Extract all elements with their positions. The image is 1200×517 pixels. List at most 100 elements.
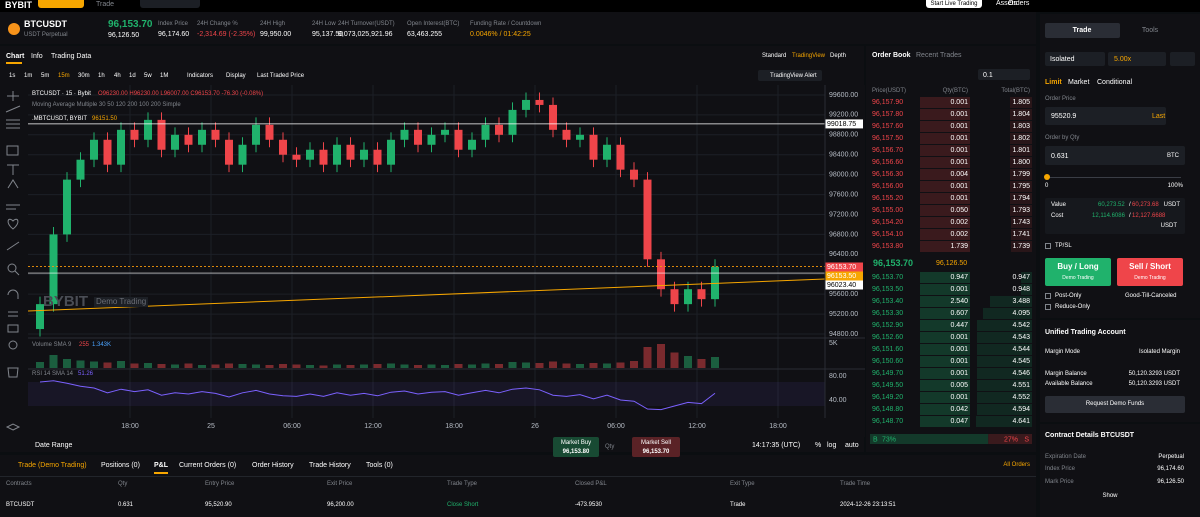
bid-price[interactable]: 96,150.60 — [872, 358, 904, 365]
search-box[interactable] — [140, 0, 200, 8]
bid-price[interactable]: 96,149.50 — [872, 382, 904, 389]
request-funds-label[interactable]: Request Demo Funds — [1085, 401, 1145, 407]
price-value[interactable]: 95520.9 — [1051, 113, 1077, 120]
margin-type[interactable]: Isolated — [1050, 56, 1075, 63]
chart-tab[interactable]: Info — [31, 53, 43, 60]
order-type[interactable]: Market — [1068, 79, 1090, 86]
ask-price[interactable]: 96,157.60 — [872, 123, 904, 130]
ask-price[interactable]: 96,156.30 — [872, 171, 904, 178]
logo[interactable]: BYBIT — [5, 0, 32, 10]
market-buy-label[interactable]: Market Buy — [560, 440, 592, 446]
positions-tab[interactable]: Tools (0) — [366, 462, 393, 469]
sell-button[interactable] — [1117, 258, 1183, 286]
leverage-select[interactable] — [1108, 52, 1166, 66]
step-select[interactable] — [978, 69, 1030, 80]
scale-option[interactable]: auto — [845, 442, 859, 449]
bid-price[interactable]: 96,149.20 — [872, 394, 904, 401]
market-buy-price[interactable]: 96,153.80 — [562, 449, 590, 455]
live-button[interactable] — [926, 0, 982, 8]
reduce-only[interactable]: Reduce-Only — [1055, 304, 1091, 310]
panel-tab[interactable]: Trade — [1072, 27, 1092, 34]
bid-price[interactable]: 96,153.40 — [872, 298, 904, 305]
bid-price[interactable]: 96,153.30 — [872, 310, 904, 317]
positions-tab[interactable]: Positions (0) — [101, 462, 140, 469]
sell-button-sub[interactable]: Demo Trading — [1134, 275, 1166, 281]
ask-price[interactable]: 96,156.00 — [872, 183, 904, 190]
sell-button-label[interactable]: Sell / Short — [1129, 262, 1171, 271]
live-button-label[interactable]: Start Live Trading — [930, 1, 978, 7]
order-type[interactable]: Conditional — [1097, 79, 1133, 86]
tpsl-label[interactable]: TP/SL — [1055, 243, 1072, 249]
interval[interactable]: 1d — [129, 73, 136, 79]
checkbox[interactable] — [1045, 304, 1051, 310]
bid-price[interactable]: 96,148.80 — [872, 406, 904, 413]
ask-price[interactable]: 96,157.80 — [872, 111, 904, 118]
bid-price[interactable]: 96,152.90 — [872, 322, 904, 329]
alert-button[interactable] — [758, 70, 822, 81]
interval[interactable]: 1m — [24, 73, 33, 79]
post-only[interactable]: Post-Only — [1055, 293, 1082, 299]
market-sell-price[interactable]: 96,153.70 — [642, 449, 670, 455]
market-sell-label[interactable]: Market Sell — [640, 440, 672, 446]
bid-price[interactable]: 96,153.50 — [872, 286, 904, 293]
positions-tab[interactable]: Trade (Demo Trading) — [18, 462, 87, 469]
slider-track[interactable] — [1047, 177, 1181, 178]
positions-tab[interactable]: Order History — [252, 462, 294, 469]
interval[interactable]: 4h — [114, 73, 121, 79]
buy-button-sub[interactable]: Demo Trading — [1062, 275, 1094, 281]
bid-price[interactable]: 96,148.70 — [872, 418, 904, 425]
buy-button-label[interactable]: Buy / Long — [1057, 262, 1099, 271]
interval[interactable]: 1s — [9, 73, 16, 79]
checkbox[interactable] — [1045, 243, 1051, 249]
order-book-tab[interactable]: Recent Trades — [916, 52, 962, 59]
margin-mode[interactable]: Isolated Margin — [1138, 349, 1180, 355]
order-book-tab[interactable]: Order Book — [872, 52, 911, 59]
show-more[interactable]: Show — [1102, 493, 1118, 499]
ask-price[interactable]: 96,157.50 — [872, 135, 904, 142]
bid-price[interactable]: 96,153.70 — [872, 274, 904, 281]
interval[interactable]: 5w — [144, 73, 152, 79]
order-type[interactable]: Limit — [1045, 79, 1062, 86]
view-tab[interactable]: Standard — [762, 53, 787, 59]
ask-price[interactable]: 96,156.60 — [872, 159, 904, 166]
alert-button-label[interactable]: TradingView Alert — [770, 73, 817, 79]
qty-input[interactable] — [1045, 146, 1185, 165]
positions-tab[interactable]: Current Orders (0) — [179, 462, 237, 469]
drawing-toolbar[interactable] — [3, 90, 23, 440]
market-buy-button[interactable] — [553, 437, 599, 457]
scale-option[interactable]: log — [827, 442, 837, 449]
market-sell-button[interactable] — [632, 437, 680, 457]
margin-select[interactable] — [1045, 52, 1105, 66]
toolbar-button[interactable]: Last Traded Price — [257, 73, 305, 79]
positions-tab[interactable]: Trade History — [309, 462, 351, 469]
leverage[interactable]: 5.00x — [1114, 56, 1132, 63]
last-button[interactable]: Last — [1152, 113, 1166, 120]
ask-price[interactable]: 96,154.20 — [872, 219, 904, 226]
positions-tab[interactable]: P&L — [154, 462, 168, 469]
date-range[interactable]: Date Range — [35, 442, 73, 449]
price-input[interactable] — [1045, 107, 1166, 125]
symbol[interactable]: BTCUSDT — [24, 19, 67, 29]
calculator-button[interactable] — [1170, 52, 1195, 66]
tab-active[interactable] — [1045, 23, 1120, 38]
step-value[interactable]: 0.1 — [983, 72, 993, 79]
slider-knob[interactable] — [1044, 174, 1050, 180]
interval[interactable]: 30m — [78, 73, 90, 79]
chart-tab[interactable]: Chart — [6, 53, 25, 60]
nav-link[interactable]: Assets — [996, 0, 1018, 7]
ask-price[interactable]: 96,155.20 — [872, 195, 904, 202]
ask-price[interactable]: 96,155.00 — [872, 207, 904, 214]
nav-link[interactable]: Trade — [96, 1, 115, 8]
bid-price[interactable]: 96,152.60 — [872, 334, 904, 341]
toolbar-button[interactable]: Indicators — [187, 73, 214, 79]
checkbox[interactable] — [1045, 293, 1051, 299]
interval[interactable]: 1h — [98, 73, 105, 79]
toolbar-button[interactable]: Display — [226, 73, 246, 79]
qty-value[interactable]: 0.631 — [1051, 153, 1069, 160]
panel-tab[interactable]: Tools — [1141, 27, 1159, 34]
interval[interactable]: 5m — [41, 73, 50, 79]
bid-price[interactable]: 96,151.60 — [872, 346, 904, 353]
ask-price[interactable]: 96,153.80 — [872, 243, 904, 250]
ask-price[interactable]: 96,157.90 — [872, 99, 904, 106]
request-funds-button[interactable] — [1045, 396, 1185, 413]
